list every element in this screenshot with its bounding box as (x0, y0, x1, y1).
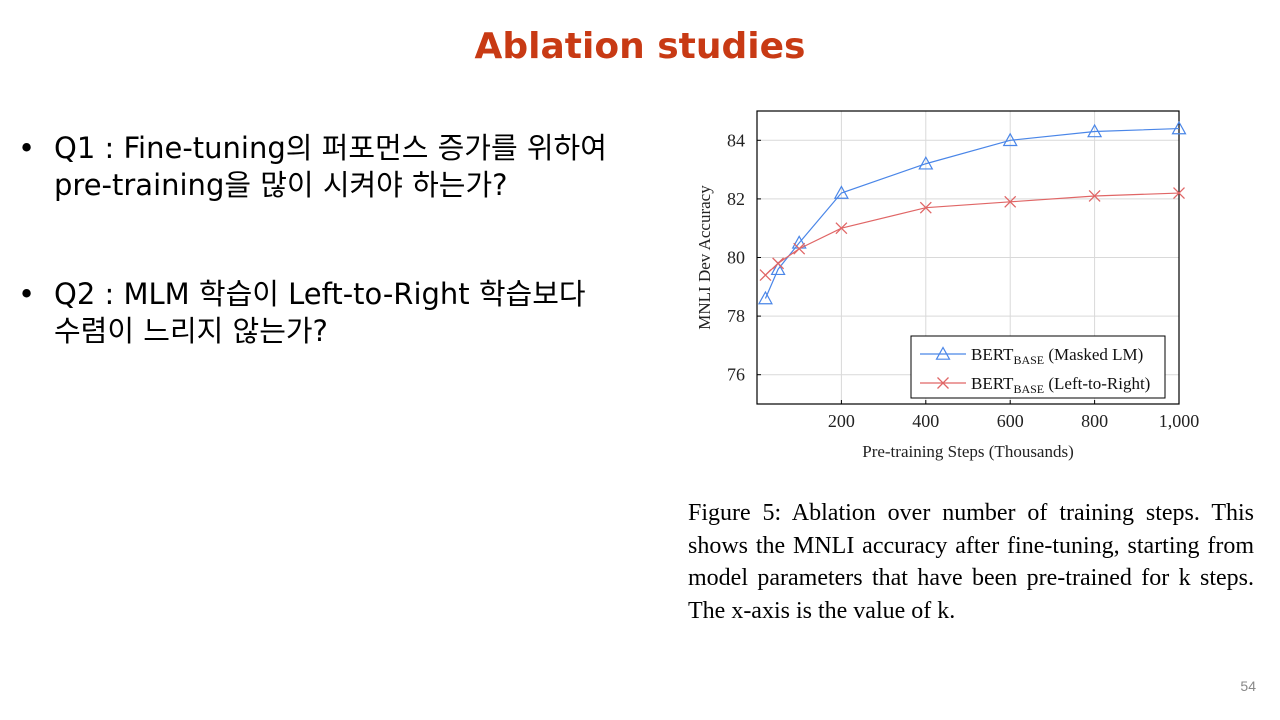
legend-marker-0 (935, 346, 951, 360)
y-tick-label: 76 (727, 365, 745, 385)
bullet-list: • Q1 : Fine-tuning의 퍼포먼스 증가를 위하여 pre-tra… (18, 130, 618, 350)
data-point-1 (759, 269, 772, 282)
bullet-marker: • (18, 277, 36, 311)
y-tick-label: 78 (727, 306, 745, 326)
bullet-text: Q1 : Fine-tuning의 퍼포먼스 증가를 위하여 pre-train… (54, 131, 607, 202)
figure-caption: Figure 5: Ablation over number of traini… (688, 500, 1254, 624)
data-point-1 (835, 222, 848, 235)
slide-title: Ablation studies (474, 26, 806, 67)
data-point-1 (919, 201, 932, 214)
data-point-1 (772, 257, 785, 270)
x-tick-label: 600 (997, 411, 1024, 431)
legend-label-0: BERTBASE (Masked LM) (971, 345, 1143, 367)
bullet-marker: • (18, 131, 36, 165)
data-point-1 (1004, 195, 1017, 208)
x-tick-label: 1,000 (1159, 411, 1200, 431)
x-tick-label: 400 (912, 411, 939, 431)
chart-svg: 200 400 600 800 1,000 76 78 80 82 84 Pre-training … (695, 110, 1200, 461)
legend-box (910, 335, 1166, 399)
x-tick-label: 200 (828, 411, 855, 431)
data-point-0 (757, 290, 773, 305)
data-point-1 (1173, 187, 1185, 199)
data-point-0 (833, 185, 849, 199)
bullet-item-q2: • Q2 : MLM 학습이 Left-to-Right 학습보다 수렴이 느리… (18, 276, 618, 350)
data-point-0 (1087, 123, 1103, 138)
data-point-0 (1002, 132, 1018, 147)
data-point-1 (1088, 190, 1101, 202)
bullet-item-q1: • Q1 : Fine-tuning의 퍼포먼스 증가를 위하여 pre-tra… (18, 130, 618, 204)
legend-label-1: BERTBASE (Left-to-Right) (971, 374, 1150, 396)
page-number: 54 (1240, 678, 1256, 694)
series-line-0 (764, 127, 1180, 299)
x-axis-label: Pre-training Steps (Thousands) (862, 442, 1074, 461)
y-tick-label: 84 (727, 130, 745, 150)
line-chart: 200 400 600 800 1,000 76 78 80 82 84 Pre-training … (690, 100, 1220, 474)
legend-marker-1 (937, 377, 949, 389)
data-point-0 (770, 261, 786, 276)
y-tick-label: 80 (727, 248, 745, 268)
data-point-1 (793, 242, 806, 255)
data-point-0 (918, 156, 934, 170)
x-tick-label: 800 (1081, 411, 1108, 431)
series-line-1 (765, 192, 1180, 276)
data-point-0 (1171, 120, 1187, 135)
y-axis-label: MNLI Dev Accuracy (695, 185, 714, 330)
bullet-text: Q2 : MLM 학습이 Left-to-Right 학습보다 수렴이 느리지 … (54, 277, 586, 348)
y-tick-label: 82 (727, 189, 745, 209)
